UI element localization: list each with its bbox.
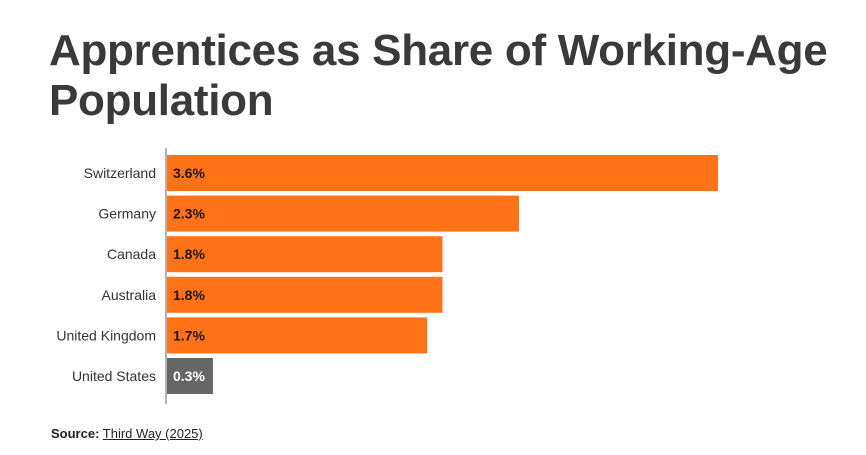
bar-chart-svg: Switzerland 3.6% Germany 2.3% Canada 1.8% Aust… (56, 148, 718, 404)
bar-australia (167, 276, 443, 313)
chart-title: Apprentices as Share of Working-Age Popu… (49, 26, 828, 125)
category-label-australia: Australia (102, 287, 157, 303)
category-label-canada: Canada (107, 246, 156, 262)
category-label-switzerland: Switzerland (84, 165, 156, 181)
bar-switzerland (167, 155, 718, 191)
source-note: Source: Third Way (2025) (51, 426, 203, 441)
value-label-united-states: 0.3% (173, 368, 205, 384)
value-label-canada: 1.8% (173, 246, 205, 262)
source-label: Source: (51, 426, 100, 441)
bar-germany (167, 195, 520, 232)
value-label-united-kingdom: 1.7% (173, 327, 205, 343)
category-label-united-kingdom: United Kingdom (56, 327, 156, 343)
bar-united-states (167, 358, 213, 394)
value-label-germany: 2.3% (173, 206, 205, 222)
bar-chart: Switzerland 3.6% Germany 2.3% Canada 1.8% Aust… (0, 148, 866, 408)
bar-united-kingdom (167, 317, 428, 354)
category-label-united-states: United States (72, 368, 156, 384)
category-label-germany: Germany (98, 206, 156, 222)
value-label-switzerland: 3.6% (173, 165, 205, 181)
source-link[interactable]: Third Way (2025) (102, 426, 203, 441)
value-label-australia: 1.8% (173, 287, 205, 303)
bar-canada (167, 236, 443, 273)
